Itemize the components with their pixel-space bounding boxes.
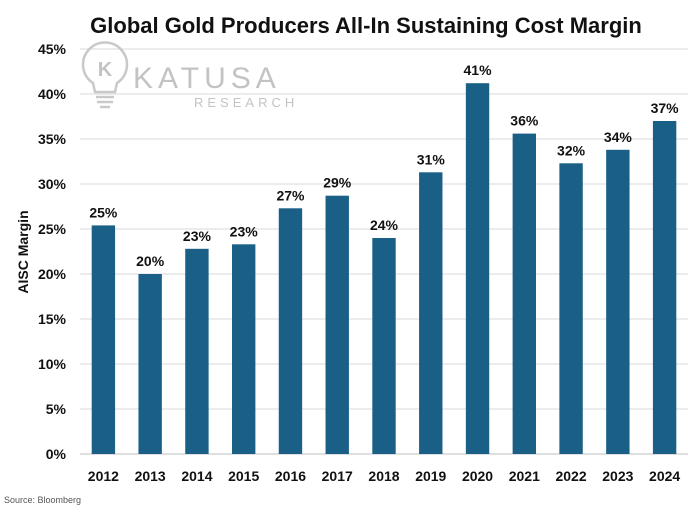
bar bbox=[138, 274, 162, 454]
data-label: 23% bbox=[230, 223, 259, 239]
data-label: 37% bbox=[651, 100, 680, 116]
logo-mark: K bbox=[98, 59, 113, 81]
data-label: 34% bbox=[604, 129, 633, 145]
data-label: 41% bbox=[464, 62, 493, 78]
x-tick-label: 2024 bbox=[649, 468, 680, 484]
katusa-logo: K KATUSA RESEARCH bbox=[81, 41, 298, 110]
data-label: 23% bbox=[183, 228, 212, 244]
y-tick-label: 20% bbox=[38, 266, 67, 282]
x-tick-label: 2021 bbox=[509, 468, 540, 484]
bar bbox=[652, 121, 677, 454]
source-note: Source: Bloomberg bbox=[4, 495, 81, 505]
x-tick-label: 2022 bbox=[555, 468, 586, 484]
y-tick-label: 5% bbox=[46, 401, 67, 417]
logo-line2: RESEARCH bbox=[194, 95, 298, 110]
x-tick-label: 2019 bbox=[415, 468, 446, 484]
data-label: 32% bbox=[557, 142, 586, 158]
data-label: 24% bbox=[370, 217, 399, 233]
y-tick-label: 35% bbox=[38, 131, 67, 147]
bar bbox=[185, 248, 209, 454]
y-axis-label: AISC Margin bbox=[15, 210, 31, 293]
y-tick-label: 10% bbox=[38, 356, 67, 372]
y-tick-label: 15% bbox=[38, 311, 67, 327]
x-tick-label: 2020 bbox=[462, 468, 493, 484]
data-label: 27% bbox=[276, 187, 305, 203]
x-axis-ticks: 2012 2013 2014 2015 2016 2017 2018 2019 2020 2021… bbox=[88, 468, 681, 484]
data-label: 25% bbox=[89, 204, 118, 220]
bar bbox=[91, 225, 116, 454]
x-tick-label: 2013 bbox=[135, 468, 166, 484]
data-label: 29% bbox=[323, 175, 352, 191]
data-labels: 25% 20% 23% 23% 27% 29% 24% 31% 41% 36% 32% 34% 37% bbox=[89, 62, 679, 269]
y-tick-label: 40% bbox=[38, 86, 67, 102]
bar bbox=[232, 244, 256, 454]
y-axis-ticks: 0% 5% 10% 15% 20% 25% 30% 35% 40% 45% bbox=[38, 41, 67, 462]
bar bbox=[559, 163, 583, 455]
x-tick-label: 2012 bbox=[88, 468, 119, 484]
y-tick-label: 30% bbox=[38, 176, 67, 192]
bar bbox=[512, 133, 536, 454]
x-tick-label: 2016 bbox=[275, 468, 306, 484]
x-tick-label: 2014 bbox=[181, 468, 212, 484]
x-tick-label: 2015 bbox=[228, 468, 259, 484]
x-tick-label: 2023 bbox=[602, 468, 633, 484]
bar bbox=[606, 149, 630, 455]
x-tick-label: 2017 bbox=[322, 468, 353, 484]
data-label: 20% bbox=[136, 253, 165, 269]
x-tick-label: 2018 bbox=[368, 468, 399, 484]
bar bbox=[465, 83, 490, 454]
bar bbox=[278, 208, 303, 454]
data-label: 31% bbox=[417, 151, 446, 167]
bar bbox=[325, 195, 349, 454]
y-tick-label: 45% bbox=[38, 41, 67, 57]
chart-title: Global Gold Producers All-In Sustaining … bbox=[90, 13, 642, 38]
data-label: 36% bbox=[510, 113, 539, 129]
bars bbox=[91, 83, 677, 455]
bar bbox=[419, 172, 443, 455]
lightbulb-icon bbox=[81, 41, 129, 109]
y-tick-label: 0% bbox=[46, 446, 67, 462]
y-tick-label: 25% bbox=[38, 221, 67, 237]
bar bbox=[372, 238, 396, 454]
logo-line1: KATUSA bbox=[133, 62, 281, 95]
